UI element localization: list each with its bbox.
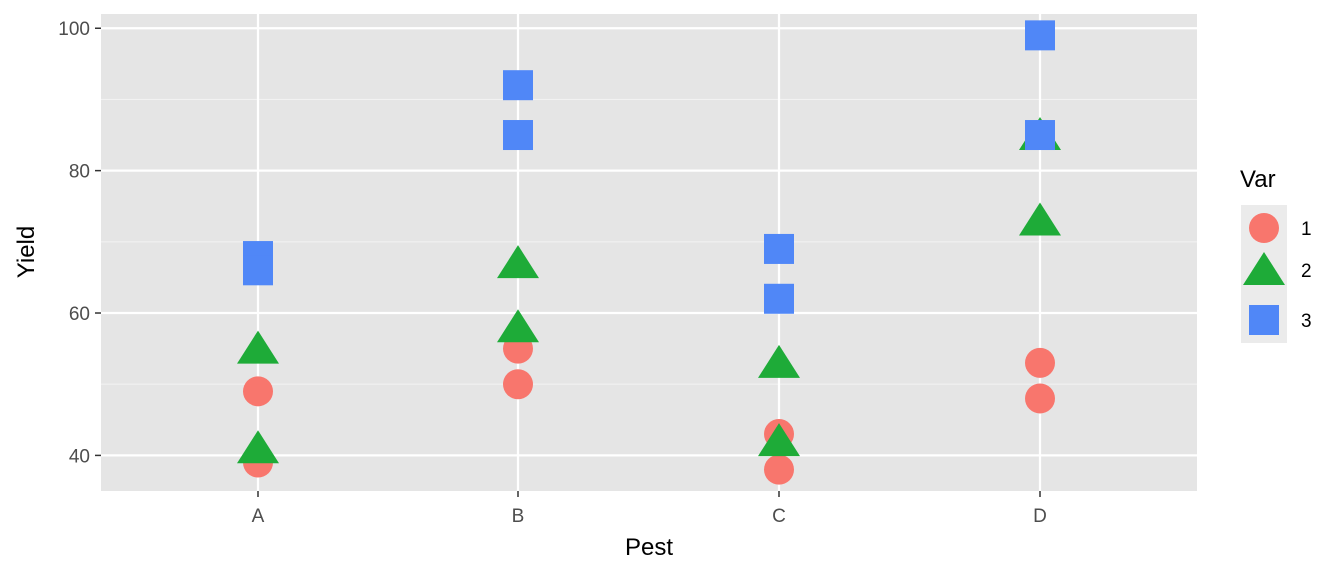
data-point-var-3 (1025, 20, 1055, 51)
legend-label-2: 2 (1301, 261, 1312, 282)
legend-key-1 (1249, 213, 1279, 243)
data-point-var-3 (764, 283, 794, 314)
legend-title: Var (1240, 166, 1276, 193)
data-point-var-1 (764, 454, 794, 485)
data-point-var-3 (503, 70, 533, 101)
data-points (237, 20, 1061, 485)
legend-items: 1 2 3 (1243, 213, 1312, 335)
y-axis-title: Yield (13, 226, 40, 278)
data-point-var-3 (243, 255, 273, 286)
x-tick-label: B (512, 506, 525, 527)
data-point-var-2 (497, 245, 539, 279)
legend-key-2 (1243, 252, 1285, 285)
data-point-var-2 (237, 330, 279, 364)
data-point-var-1 (503, 369, 533, 400)
data-point-var-2 (758, 423, 800, 457)
legend: Var 1 2 3 (1240, 166, 1312, 343)
x-tick-label: C (772, 506, 786, 527)
data-point-var-3 (503, 120, 533, 151)
x-tick-label: D (1033, 506, 1047, 527)
x-axis-title: Pest (625, 534, 673, 561)
x-tick-label: A (252, 506, 265, 527)
data-point-var-3 (764, 233, 794, 264)
data-point-var-3 (1025, 120, 1055, 151)
legend-label-3: 3 (1301, 311, 1312, 332)
x-axis: A B C D (252, 491, 1047, 527)
y-axis: 40 60 80 100 (58, 19, 101, 467)
data-point-var-2 (237, 430, 279, 464)
y-tick-label: 60 (69, 304, 90, 325)
data-point-var-2 (1019, 202, 1061, 236)
legend-label-1: 1 (1301, 219, 1312, 240)
y-tick-label: 40 (69, 446, 90, 467)
data-point-var-2 (497, 309, 539, 343)
y-tick-label: 80 (69, 162, 90, 183)
data-point-var-1 (1025, 383, 1055, 414)
plot-panel (101, 14, 1197, 491)
data-point-var-2 (758, 344, 800, 378)
legend-key-3 (1249, 305, 1279, 335)
y-tick-label: 100 (58, 19, 90, 40)
data-point-var-1 (243, 376, 273, 407)
data-point-var-1 (1025, 347, 1055, 378)
